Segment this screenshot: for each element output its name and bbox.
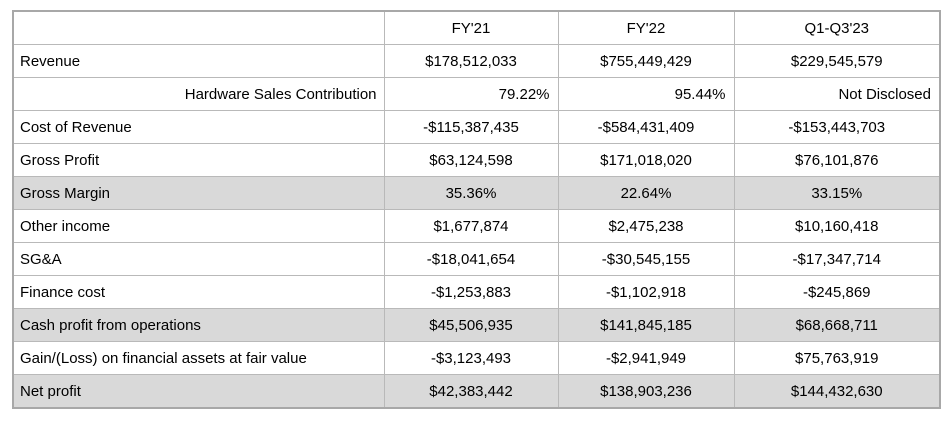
value-cell: -$584,431,409 bbox=[557, 110, 735, 144]
value-cell: -$2,941,949 bbox=[557, 341, 735, 375]
value-cell: -$1,253,883 bbox=[383, 275, 559, 309]
row-label: Net profit bbox=[12, 374, 385, 409]
header-cell-fy21: FY'21 bbox=[383, 10, 559, 45]
header-cell-empty bbox=[12, 10, 385, 45]
value-cell: -$115,387,435 bbox=[383, 110, 559, 144]
table-row: Cash profit from operations $45,506,935 $1… bbox=[12, 308, 941, 342]
row-label: Finance cost bbox=[12, 275, 385, 309]
value-cell: $2,475,238 bbox=[557, 209, 735, 243]
table-body: Revenue $178,512,033 $755,449,429 $229,545,… bbox=[12, 44, 941, 409]
value-cell: $178,512,033 bbox=[383, 44, 559, 78]
value-cell: 95.44% bbox=[557, 77, 735, 111]
table-row: Finance cost -$1,253,883 -$1,102,918 -$245,… bbox=[12, 275, 941, 309]
row-label: Gain/(Loss) on financial assets at fair … bbox=[12, 341, 385, 375]
table-row: Hardware Sales Contribution 79.22% 95.44% N… bbox=[12, 77, 941, 111]
value-cell: -$3,123,493 bbox=[383, 341, 559, 375]
row-label: Other income bbox=[12, 209, 385, 243]
value-cell: $138,903,236 bbox=[557, 374, 735, 409]
table-row: Gross Profit $63,124,598 $171,018,020 $76,1… bbox=[12, 143, 941, 177]
row-label: SG&A bbox=[12, 242, 385, 276]
value-cell: $68,668,711 bbox=[733, 308, 941, 342]
table-row: Gross Margin 35.36% 22.64% 33.15% bbox=[12, 176, 941, 210]
row-label: Gross Margin bbox=[12, 176, 385, 210]
value-cell: -$30,545,155 bbox=[557, 242, 735, 276]
table-row: Other income $1,677,874 $2,475,238 $10,160,… bbox=[12, 209, 941, 243]
header-row: FY'21 FY'22 Q1-Q3'23 bbox=[12, 10, 941, 45]
value-cell: -$17,347,714 bbox=[733, 242, 941, 276]
row-label: Cash profit from operations bbox=[12, 308, 385, 342]
value-cell: $76,101,876 bbox=[733, 143, 941, 177]
value-cell: Not Disclosed bbox=[733, 77, 941, 111]
row-label: Cost of Revenue bbox=[12, 110, 385, 144]
value-cell: $75,763,919 bbox=[733, 341, 941, 375]
value-cell: $755,449,429 bbox=[557, 44, 735, 78]
value-cell: $10,160,418 bbox=[733, 209, 941, 243]
value-cell: $141,845,185 bbox=[557, 308, 735, 342]
value-cell: $171,018,020 bbox=[557, 143, 735, 177]
value-cell: $144,432,630 bbox=[733, 374, 941, 409]
value-cell: $42,383,442 bbox=[383, 374, 559, 409]
value-cell: 33.15% bbox=[733, 176, 941, 210]
value-cell: 35.36% bbox=[383, 176, 559, 210]
value-cell: -$1,102,918 bbox=[557, 275, 735, 309]
value-cell: -$153,443,703 bbox=[733, 110, 941, 144]
value-cell: $63,124,598 bbox=[383, 143, 559, 177]
value-cell: $1,677,874 bbox=[383, 209, 559, 243]
value-cell: -$245,869 bbox=[733, 275, 941, 309]
table-row: Revenue $178,512,033 $755,449,429 $229,545,… bbox=[12, 44, 941, 78]
header-cell-fy22: FY'22 bbox=[557, 10, 735, 45]
value-cell: 79.22% bbox=[383, 77, 559, 111]
header-cell-q1q3-23: Q1-Q3'23 bbox=[733, 10, 941, 45]
row-label: Revenue bbox=[12, 44, 385, 78]
value-cell: 22.64% bbox=[557, 176, 735, 210]
value-cell: $229,545,579 bbox=[733, 44, 941, 78]
value-cell: $45,506,935 bbox=[383, 308, 559, 342]
table-row: Net profit $42,383,442 $138,903,236 $144,43… bbox=[12, 374, 941, 409]
table-row: SG&A -$18,041,654 -$30,545,155 -$17,347,714 bbox=[12, 242, 941, 276]
table-row: Gain/(Loss) on financial assets at fair … bbox=[12, 341, 941, 375]
row-label: Gross Profit bbox=[12, 143, 385, 177]
value-cell: -$18,041,654 bbox=[383, 242, 559, 276]
financial-table: FY'21 FY'22 Q1-Q3'23 Revenue $178,512,033… bbox=[12, 10, 941, 409]
table-row: Cost of Revenue -$115,387,435 -$584,431,40… bbox=[12, 110, 941, 144]
row-label: Hardware Sales Contribution bbox=[12, 77, 385, 111]
